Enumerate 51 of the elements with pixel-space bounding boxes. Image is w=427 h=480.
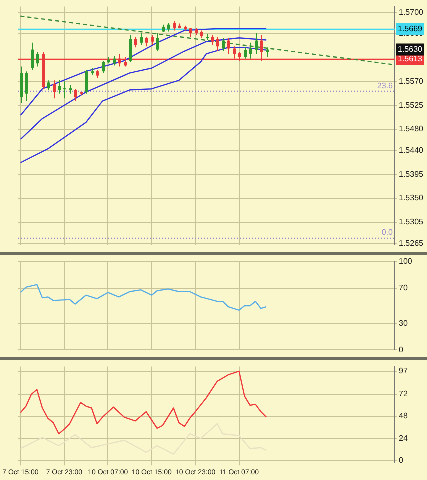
y-tick-label: 1.5440 — [399, 146, 424, 155]
candlestick — [58, 80, 61, 94]
candlestick — [25, 71, 28, 102]
candlestick — [63, 81, 66, 100]
y-tick-label: 0 — [399, 456, 404, 465]
candlestick — [151, 34, 154, 46]
y-tick-label: 1.5265 — [399, 238, 424, 248]
y-tick-label: 1.5350 — [399, 194, 424, 203]
candlestick — [102, 60, 105, 74]
annotation: 0.0 — [382, 228, 394, 237]
candlestick — [129, 34, 132, 63]
candlestick — [211, 34, 214, 46]
candlestick — [53, 80, 56, 100]
candlestick — [222, 38, 225, 52]
y-tick-label: 1.5480 — [399, 124, 424, 134]
candlestick — [31, 42, 34, 72]
candlestick — [249, 42, 252, 60]
candlestick — [173, 20, 176, 32]
annotation: 1.5630 — [398, 45, 424, 54]
candlestick — [156, 32, 159, 52]
candlestick — [189, 28, 192, 38]
y-tick-label: 100 — [399, 257, 413, 266]
candlestick — [74, 88, 77, 102]
candlestick — [255, 32, 258, 55]
annotation: 23.6 — [377, 81, 394, 90]
candlestick — [36, 52, 39, 68]
ref-line-label: 1.5669 — [398, 24, 424, 34]
candlestick — [227, 38, 230, 55]
candlestick — [140, 32, 143, 46]
candlestick — [216, 36, 219, 52]
y-tick-label: 30 — [399, 318, 408, 328]
candlestick — [85, 70, 88, 94]
y-tick-label: 24 — [399, 434, 408, 443]
y-tick-label: 1.5395 — [399, 170, 424, 179]
y-tick-label: 48 — [399, 412, 408, 421]
y-tick-label: 70 — [399, 284, 408, 293]
y-tick-label: 1.5305 — [399, 218, 424, 227]
candlestick — [134, 36, 137, 48]
candlestick — [113, 56, 116, 66]
candlestick — [266, 47, 269, 58]
y-tick-label: 1.5525 — [399, 100, 424, 110]
y-tick-label: 72 — [399, 390, 408, 399]
candlestick — [47, 80, 50, 91]
ref-line-label: 1.5613 — [398, 54, 424, 64]
candlestick — [145, 36, 148, 48]
y-tick-label: 97 — [399, 366, 408, 376]
y-tick-label: 1.5700 — [399, 8, 424, 17]
candlestick — [20, 66, 23, 104]
y-tick-label: 0 — [399, 345, 404, 354]
candlestick — [244, 47, 247, 60]
y-tick-label: 1.5570 — [399, 76, 424, 86]
